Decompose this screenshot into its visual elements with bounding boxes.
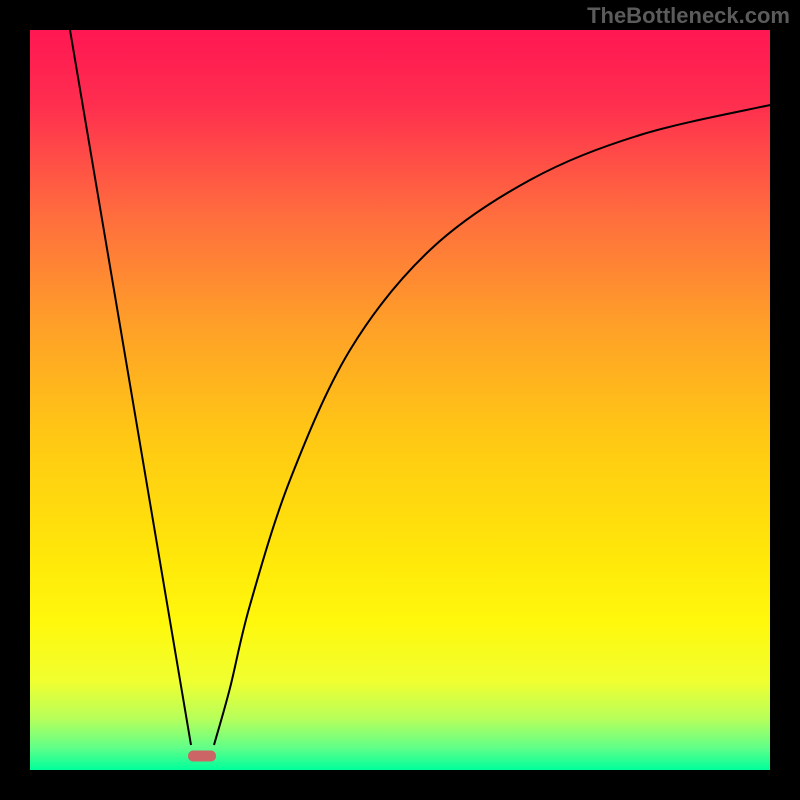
plot-area	[30, 30, 770, 770]
bottleneck-chart: TheBottleneck.com	[0, 0, 800, 800]
minimum-marker	[188, 751, 216, 762]
chart-svg	[0, 0, 800, 800]
watermark-text: TheBottleneck.com	[587, 3, 790, 29]
